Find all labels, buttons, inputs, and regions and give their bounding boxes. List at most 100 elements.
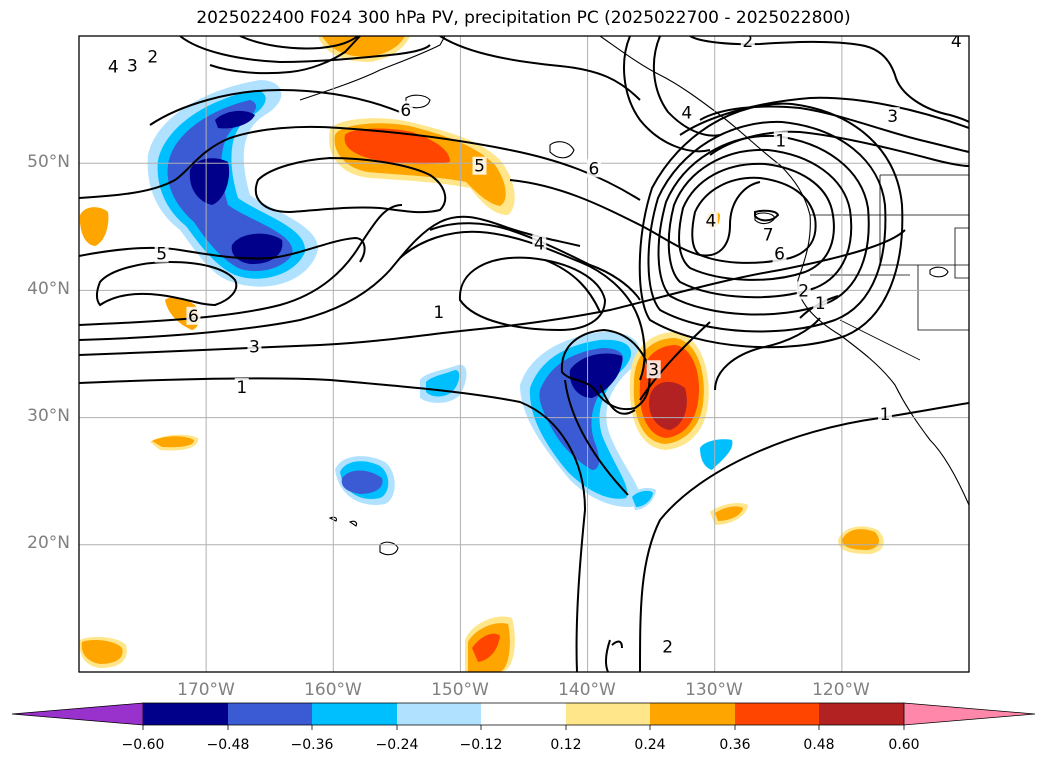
colorbar-extend-high bbox=[903, 702, 1036, 726]
contour-label-bg bbox=[472, 156, 487, 175]
colorbar-bin-0 bbox=[143, 703, 228, 725]
contour-label-bg bbox=[586, 159, 601, 178]
contour-label-bg bbox=[703, 211, 718, 230]
contour-label: 2 bbox=[662, 638, 673, 658]
lon-label-140w: 140°W bbox=[558, 680, 616, 700]
colorbar-tick-label: −0.48 bbox=[206, 737, 250, 753]
contour-label: 5 bbox=[474, 157, 485, 177]
contour-label-bg bbox=[761, 225, 776, 244]
pv-contour-north-8 bbox=[239, 36, 359, 50]
precip-neg-region-aleutian-core3 bbox=[215, 110, 255, 129]
contour-label-bg bbox=[679, 103, 694, 122]
colorbar-tick-label: −0.36 bbox=[290, 737, 334, 753]
pv-contour-ridge-2 bbox=[678, 162, 835, 281]
contour-label: 2 bbox=[742, 32, 753, 52]
colorbar-tick-label: 0.48 bbox=[803, 737, 835, 753]
colorbar-extend-low bbox=[11, 702, 144, 726]
pv-contour-3 bbox=[79, 229, 906, 356]
colorbar-bin-3 bbox=[397, 703, 481, 725]
pv-contour-north-2 bbox=[652, 36, 721, 137]
lon-label-130w: 130°W bbox=[685, 680, 743, 700]
contour-label-bg bbox=[154, 244, 169, 263]
colorbar-bin-6 bbox=[650, 703, 735, 725]
lon-label-170w: 170°W bbox=[177, 680, 235, 700]
contour-label-bg bbox=[885, 107, 900, 126]
colorbar-bin-1 bbox=[228, 703, 312, 725]
pv-contour-6 bbox=[96, 260, 238, 307]
contour-label: 4 bbox=[705, 211, 716, 231]
contour-label-bg bbox=[247, 337, 262, 356]
lon-label-120w: 120°W bbox=[812, 680, 870, 700]
precip-neg-region-aleutian-3 bbox=[167, 100, 293, 272]
pv-contour-4a bbox=[79, 204, 403, 326]
contour-label: 3 bbox=[249, 337, 260, 357]
contour-label: 6 bbox=[400, 101, 411, 121]
contour-label: 3 bbox=[887, 107, 898, 127]
pv-contour-ridge-4 bbox=[657, 134, 870, 316]
pv-contour-1b bbox=[639, 402, 969, 672]
pv-contour-north-5 bbox=[179, 36, 431, 64]
contour-label-bg bbox=[106, 57, 121, 76]
pv-contour-1-loop bbox=[458, 256, 607, 332]
pv-contour-sub-2 bbox=[564, 379, 629, 496]
border-layer bbox=[810, 174, 969, 361]
precip-neg-region-subtropical-core bbox=[569, 353, 623, 398]
lat-label-30n: 30°N bbox=[27, 406, 70, 426]
contour-label: 2 bbox=[147, 47, 158, 67]
lon-label-150w: 150°W bbox=[431, 680, 489, 700]
contour-label-bg bbox=[125, 56, 140, 75]
colorbar-bin-8 bbox=[819, 703, 904, 725]
contour-label: 6 bbox=[589, 159, 600, 179]
pv-contour-4b bbox=[79, 125, 641, 201]
contour-label: 1 bbox=[880, 405, 891, 425]
precip-pos-region-northpac-3 bbox=[344, 128, 450, 165]
contour-label: 4 bbox=[534, 234, 545, 254]
pv-contour-1-loop2 bbox=[544, 259, 601, 313]
precip-neg-region-aleutian-core1 bbox=[189, 158, 230, 205]
colorbar bbox=[11, 702, 1036, 730]
pv-contour-left-2 bbox=[399, 230, 646, 381]
pv-contour-north-1 bbox=[623, 36, 711, 153]
colorbar-tick-label: 0.24 bbox=[634, 737, 666, 753]
pv-contour-5 bbox=[79, 236, 366, 263]
contour-label-bg bbox=[813, 294, 828, 313]
colorbar-bin-7 bbox=[735, 703, 819, 725]
lat-label-50n: 50°N bbox=[27, 152, 70, 172]
contour-label: 1 bbox=[236, 378, 247, 398]
colorbar-tick-label: −0.12 bbox=[459, 737, 503, 753]
pv-contour-4-ridge bbox=[509, 179, 761, 257]
lat-label-20n: 20°N bbox=[27, 533, 70, 553]
contour-label-bg bbox=[740, 36, 755, 51]
map-frame bbox=[78, 35, 970, 673]
contour-label-bg bbox=[398, 100, 413, 119]
pv-contour-layer bbox=[79, 36, 969, 672]
pv-contour-1 bbox=[79, 377, 587, 672]
colorbar-bin-5 bbox=[566, 703, 650, 725]
pv-contour-trough-west bbox=[639, 321, 711, 401]
lon-label-160w: 160°W bbox=[304, 680, 362, 700]
colorbar-tick-label: −0.24 bbox=[375, 737, 419, 753]
contour-label: 5 bbox=[156, 245, 167, 265]
colorbar-bin-2 bbox=[312, 703, 397, 725]
contour-label-bg bbox=[796, 281, 811, 300]
contour-label-bg bbox=[660, 637, 675, 656]
contour-label-bg bbox=[949, 36, 964, 51]
contour-label: 3 bbox=[127, 56, 138, 76]
pv-contour-ridge-3 bbox=[667, 148, 853, 299]
contour-label: 1 bbox=[815, 294, 826, 314]
contour-label: 4 bbox=[951, 32, 962, 52]
pv-contour-north-7 bbox=[149, 88, 401, 126]
colorbar-tick-label: 0.60 bbox=[888, 737, 920, 753]
contour-label: 6 bbox=[774, 245, 785, 265]
contour-label: 3 bbox=[648, 360, 659, 380]
pv-contour-sw-2 bbox=[611, 640, 623, 649]
colorbar-bin-4 bbox=[481, 703, 566, 725]
pv-contour-6b bbox=[254, 156, 447, 214]
pv-contour-2c bbox=[79, 215, 581, 341]
contour-label: 1 bbox=[775, 131, 786, 151]
pv-contour-north-4 bbox=[439, 36, 641, 101]
pv-contour-trough-3 bbox=[709, 130, 969, 167]
contour-label-bg bbox=[772, 244, 787, 263]
